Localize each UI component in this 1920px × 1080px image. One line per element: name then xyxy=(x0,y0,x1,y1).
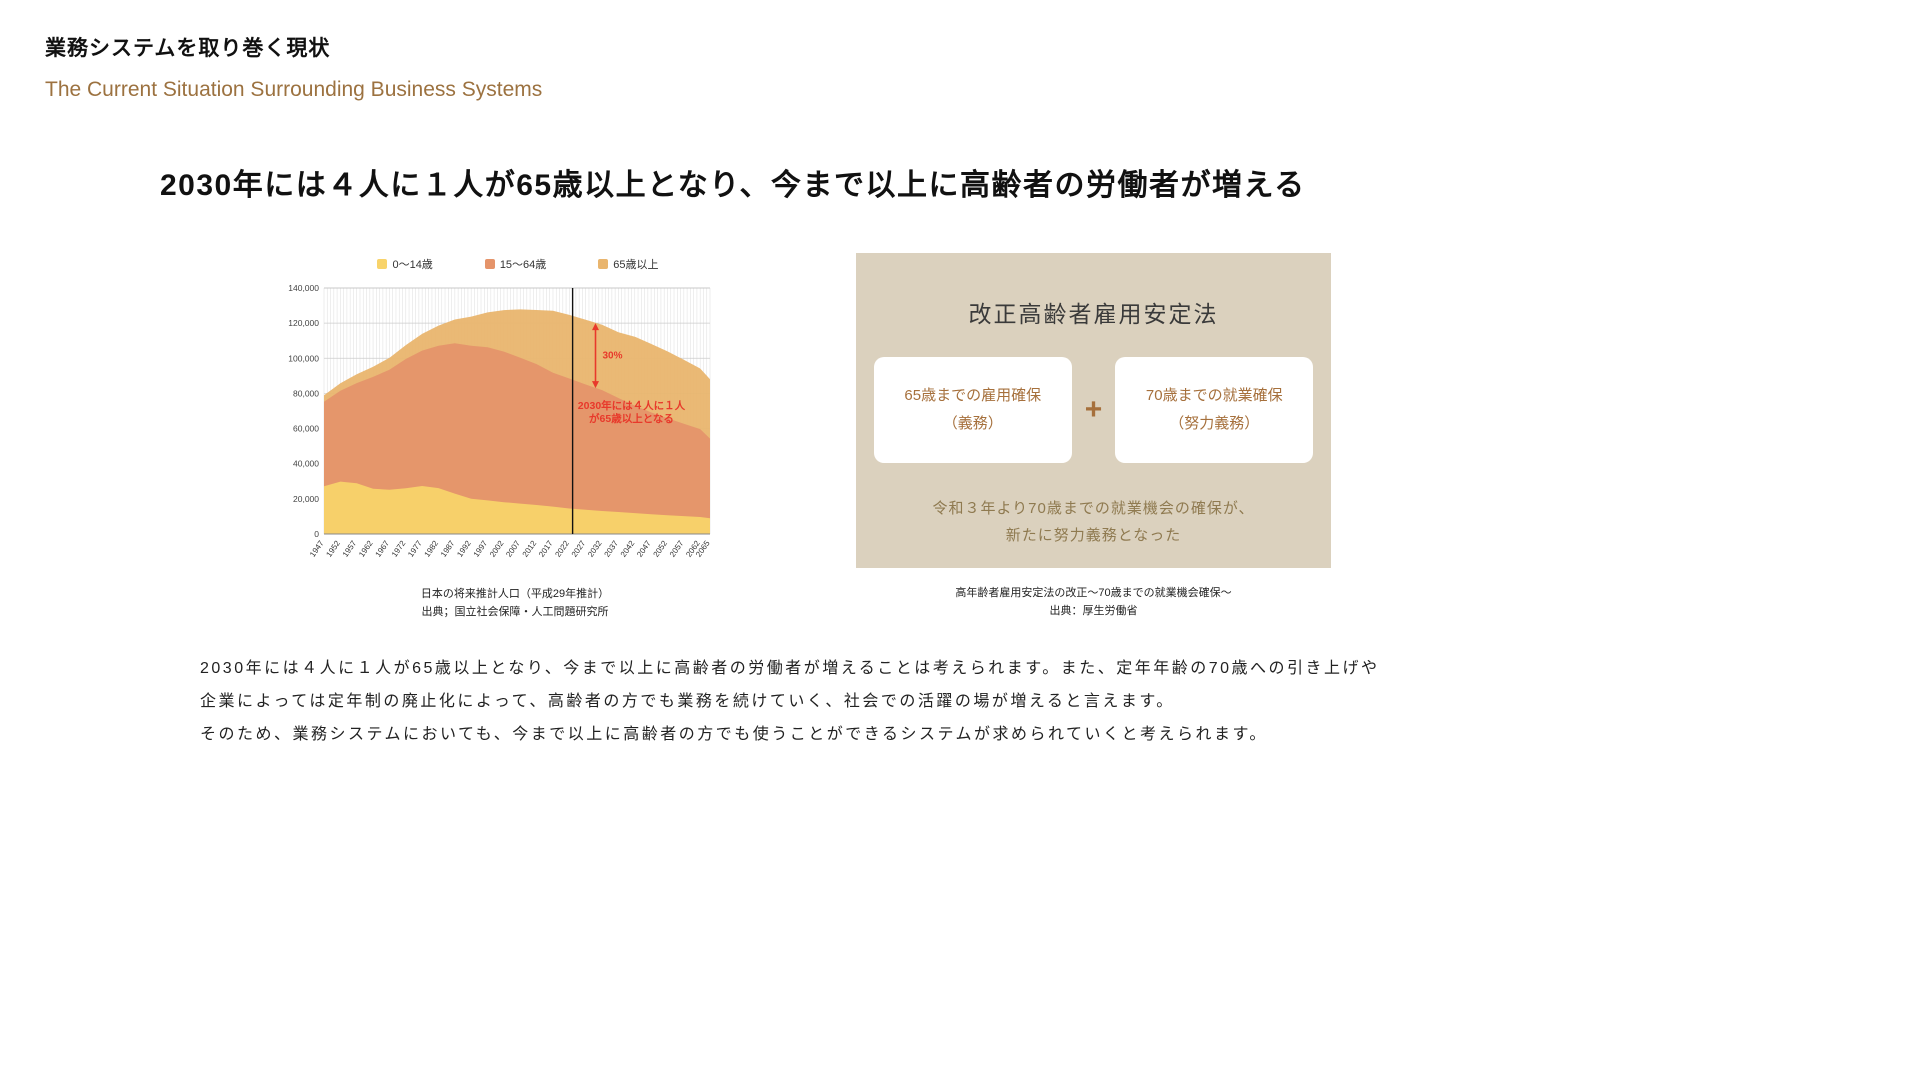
x-tick-label: 1982 xyxy=(423,539,441,559)
x-tick-label: 2042 xyxy=(619,539,637,559)
x-tick-label: 2002 xyxy=(488,539,506,559)
annotation-text-line: 2030年には４人に１人 xyxy=(578,399,686,412)
chart-caption-line-2: 出典；国立社会保障・人工問題研究所 xyxy=(421,606,609,619)
paragraph-line-2: 企業によっては定年制の廃止化によって、高齢者の方でも業務を続けていく、社会での活… xyxy=(200,693,1175,710)
y-tick-label: 120,000 xyxy=(288,318,319,328)
x-tick-label: 2037 xyxy=(602,539,620,559)
annotation-percent-label: 30% xyxy=(603,351,623,362)
x-tick-label: 2017 xyxy=(537,539,555,559)
plus-icon: + xyxy=(1084,392,1103,426)
law-note-line-2: 新たに努力義務となった xyxy=(1005,527,1182,545)
legend-label: 0〜14歳 xyxy=(392,259,433,271)
law-card-70: 70歳までの就業確保 （努力義務） xyxy=(1115,357,1314,463)
x-tick-label: 1987 xyxy=(439,539,457,559)
law-caption-line-2: 出典：厚生労働省 xyxy=(1049,605,1138,618)
law-box-title: 改正高齢者雇用安定法 xyxy=(968,301,1219,327)
legend-swatch xyxy=(484,259,495,269)
x-tick-label: 1992 xyxy=(455,539,473,559)
x-tick-label: 2032 xyxy=(586,539,604,559)
law-cards: 65歳までの雇用確保 （義務） + 70歳までの就業確保 （努力義務） xyxy=(856,357,1331,463)
paragraph-line-1: 2030年には４人に１人が65歳以上となり、今まで以上に高齢者の労働者が増えるこ… xyxy=(200,660,1380,677)
area-series-0 xyxy=(324,481,710,534)
x-tick-label: 1947 xyxy=(308,539,326,559)
law-box: 改正高齢者雇用安定法 65歳までの雇用確保 （義務） + 70歳までの就業確保 … xyxy=(856,253,1331,568)
annotation-text-line: が65歳以上となる xyxy=(589,412,674,425)
x-tick-label: 2012 xyxy=(521,539,539,559)
main-headline: 2030年には４人に１人が65歳以上となり、今まで以上に高齢者の労働者が増える xyxy=(160,169,1306,202)
x-tick-label: 2052 xyxy=(652,539,670,559)
x-tick-label: 2047 xyxy=(635,539,653,559)
x-tick-label: 1952 xyxy=(324,539,342,559)
x-tick-label: 1977 xyxy=(406,539,424,559)
x-tick-label: 1997 xyxy=(472,539,490,559)
x-tick-label: 1967 xyxy=(373,539,391,559)
x-tick-label: 2007 xyxy=(504,539,522,559)
legend-item: 15〜64歳 xyxy=(484,256,547,272)
law-caption: 高年齢者雇用安定法の改正〜70歳までの就業機会確保〜 出典：厚生労働省 xyxy=(856,584,1331,620)
y-tick-label: 20,000 xyxy=(293,494,319,504)
x-tick-label: 1972 xyxy=(390,539,408,559)
y-tick-label: 140,000 xyxy=(288,283,319,293)
population-chart-figure: 0〜14歳 15〜64歳 65歳以上 0 20,000 40,000 60,000 80,0… xyxy=(276,256,720,621)
legend-label: 65歳以上 xyxy=(613,259,659,271)
x-tick-label: 1957 xyxy=(341,539,359,559)
population-chart: 0 20,000 40,000 60,000 80,000 100,000 120,000 1… xyxy=(288,283,712,559)
law-card-70-line-2: （努力義務） xyxy=(1169,414,1260,432)
page-title: 業務システムを取り巻く現状 xyxy=(45,37,331,60)
body-paragraph: 2030年には４人に１人が65歳以上となり、今まで以上に高齢者の労働者が増えるこ… xyxy=(200,652,1380,751)
x-tick-label: 2027 xyxy=(570,539,588,559)
law-note: 令和３年より70歳までの就業機会の確保が、 新たに努力義務となった xyxy=(856,495,1331,551)
legend-label: 15〜64歳 xyxy=(499,259,547,271)
legend-swatch xyxy=(377,259,388,269)
y-tick-label: 0 xyxy=(314,529,319,539)
law-card-65-line-1: 65歳までの雇用確保 xyxy=(904,387,1042,404)
x-tick-label: 2057 xyxy=(668,539,686,559)
y-tick-label: 40,000 xyxy=(293,459,319,469)
law-note-line-1: 令和３年より70歳までの就業機会の確保が、 xyxy=(932,499,1255,517)
chart-caption-line-1: 日本の将来推計人口（平成29年推計） xyxy=(420,588,610,600)
y-tick-label: 60,000 xyxy=(293,424,319,434)
annotation-arrowhead-bottom xyxy=(592,381,600,389)
law-card-70-line-1: 70歳までの就業確保 xyxy=(1145,387,1283,404)
y-tick-label: 100,000 xyxy=(288,353,319,363)
page-subtitle: The Current Situation Surrounding Busine… xyxy=(45,78,543,101)
paragraph-line-3: そのため、業務システムにおいても、今まで以上に高齢者の方でも使うことができるシス… xyxy=(200,726,1268,743)
chart-legend: 0〜14歳 15〜64歳 65歳以上 xyxy=(276,256,720,272)
legend-item: 65歳以上 xyxy=(598,256,659,272)
annotation-arrowhead-top xyxy=(592,323,600,331)
legend-swatch xyxy=(598,259,609,269)
y-tick-label: 80,000 xyxy=(293,388,319,398)
x-tick-label: 2022 xyxy=(553,539,571,559)
chart-caption: 日本の将来推計人口（平成29年推計） 出典；国立社会保障・人工問題研究所 xyxy=(276,585,720,621)
law-card-65: 65歳までの雇用確保 （義務） xyxy=(873,357,1072,463)
legend-item: 0〜14歳 xyxy=(377,256,433,272)
x-tick-label: 1962 xyxy=(357,539,375,559)
law-caption-line-1: 高年齢者雇用安定法の改正〜70歳までの就業機会確保〜 xyxy=(955,587,1232,599)
page-header: 業務システムを取り巻く現状 The Current Situation Surr… xyxy=(45,32,542,102)
law-card-65-line-2: （義務） xyxy=(942,414,1003,432)
